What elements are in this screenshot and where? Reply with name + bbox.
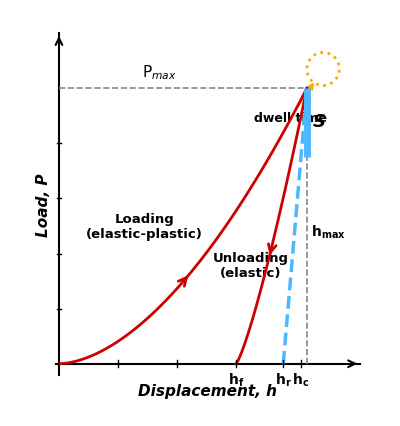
Text: Unloading
(elastic): Unloading (elastic) — [213, 251, 289, 279]
Text: $\mathbf{h_r}$: $\mathbf{h_r}$ — [275, 371, 292, 388]
Text: $\mathbf{h_{max}}$: $\mathbf{h_{max}}$ — [311, 223, 346, 241]
Text: Loading
(elastic-plastic): Loading (elastic-plastic) — [86, 213, 203, 240]
Text: $\mathbf{h_c}$: $\mathbf{h_c}$ — [292, 371, 310, 388]
Text: dwell time: dwell time — [254, 85, 327, 125]
Y-axis label: Load, P: Load, P — [36, 173, 51, 236]
Text: $\mathbf{h_f}$: $\mathbf{h_f}$ — [228, 371, 244, 388]
Text: S: S — [313, 113, 326, 131]
X-axis label: Displacement, h: Displacement, h — [138, 383, 278, 398]
Text: P$_{max}$: P$_{max}$ — [142, 63, 176, 82]
